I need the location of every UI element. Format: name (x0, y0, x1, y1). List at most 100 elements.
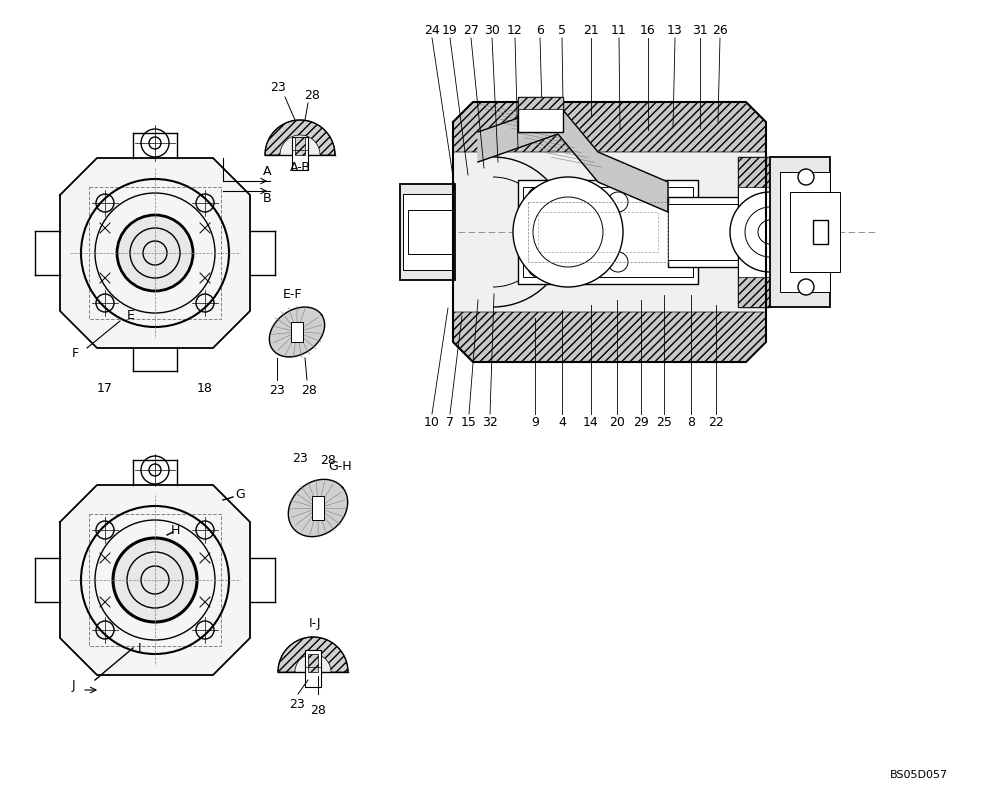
Text: 19: 19 (442, 24, 458, 36)
Circle shape (528, 257, 548, 277)
Text: 28: 28 (320, 454, 336, 466)
Bar (312, 496, 324, 520)
Text: 23: 23 (269, 383, 285, 397)
Text: 16: 16 (640, 24, 656, 36)
Text: 17: 17 (97, 382, 113, 394)
Text: 10: 10 (424, 416, 440, 428)
Polygon shape (288, 479, 348, 537)
Bar (813, 220, 828, 244)
Circle shape (568, 262, 588, 282)
Text: 27: 27 (463, 24, 479, 36)
Text: E-F: E-F (282, 287, 302, 300)
Bar (403, 194, 453, 270)
Bar (538, 212, 658, 252)
Text: 26: 26 (712, 24, 728, 36)
Polygon shape (453, 102, 766, 362)
Text: E: E (127, 309, 135, 322)
Text: 13: 13 (667, 24, 683, 36)
Polygon shape (265, 120, 335, 155)
Text: 31: 31 (692, 24, 708, 36)
Bar (770, 157, 830, 307)
Bar (738, 172, 770, 292)
Circle shape (117, 215, 193, 291)
Bar (523, 187, 693, 277)
Text: 8: 8 (687, 416, 695, 428)
Bar (668, 197, 768, 267)
Polygon shape (453, 312, 766, 362)
Bar (528, 202, 668, 262)
Text: G: G (235, 488, 245, 501)
Bar (518, 180, 698, 284)
Text: 11: 11 (611, 24, 627, 36)
Text: 32: 32 (482, 416, 498, 428)
Text: 9: 9 (531, 416, 539, 428)
Polygon shape (478, 104, 668, 212)
Text: J: J (71, 679, 75, 691)
Text: F: F (71, 347, 79, 360)
Text: 28: 28 (304, 89, 320, 101)
Polygon shape (278, 637, 348, 672)
Circle shape (730, 192, 810, 272)
Polygon shape (453, 102, 766, 152)
Text: A: A (263, 165, 271, 177)
Circle shape (513, 177, 623, 287)
Text: 21: 21 (583, 24, 599, 36)
Circle shape (608, 252, 628, 272)
Text: H: H (170, 524, 180, 536)
Bar (292, 137, 308, 170)
Text: 7: 7 (446, 416, 454, 428)
Bar (400, 184, 455, 280)
Circle shape (533, 197, 603, 267)
Text: 24: 24 (424, 24, 440, 36)
Bar (668, 204, 766, 260)
Circle shape (528, 187, 548, 207)
Bar (518, 97, 563, 132)
Bar (518, 97, 563, 109)
Text: 23: 23 (270, 81, 286, 93)
Text: 12: 12 (507, 24, 523, 36)
Bar (738, 157, 770, 307)
Bar (89, 187, 221, 319)
Text: 14: 14 (583, 416, 599, 428)
Text: 20: 20 (609, 416, 625, 428)
Text: 28: 28 (310, 703, 326, 717)
Circle shape (798, 169, 814, 185)
Text: I-J: I-J (309, 618, 321, 630)
Text: 4: 4 (558, 416, 566, 428)
Bar (89, 514, 221, 646)
Bar (305, 650, 321, 687)
Polygon shape (60, 158, 250, 348)
Text: G-H: G-H (328, 459, 352, 473)
Text: 6: 6 (536, 24, 544, 36)
Text: I: I (138, 642, 142, 654)
Polygon shape (278, 637, 348, 672)
Circle shape (608, 192, 628, 212)
Bar (408, 210, 453, 254)
Text: BS05D057: BS05D057 (890, 770, 948, 780)
Text: 30: 30 (484, 24, 500, 36)
Bar (780, 172, 830, 292)
Text: 28: 28 (301, 383, 317, 397)
Text: 22: 22 (708, 416, 724, 428)
Polygon shape (269, 307, 325, 357)
Bar (738, 277, 770, 307)
Circle shape (113, 538, 197, 622)
Text: 18: 18 (197, 382, 213, 394)
Bar (295, 137, 305, 155)
Text: A-B: A-B (290, 161, 310, 173)
Text: 23: 23 (289, 698, 305, 710)
Bar (738, 157, 770, 187)
Text: 25: 25 (656, 416, 672, 428)
Text: 23: 23 (292, 451, 308, 464)
Circle shape (798, 279, 814, 295)
Polygon shape (265, 120, 335, 155)
Text: 15: 15 (461, 416, 477, 428)
Circle shape (745, 207, 795, 257)
Text: 29: 29 (633, 416, 649, 428)
Bar (308, 654, 318, 672)
Text: B: B (263, 192, 271, 204)
Bar (291, 322, 303, 342)
Text: 5: 5 (558, 24, 566, 36)
Bar (790, 192, 840, 272)
Circle shape (758, 220, 782, 244)
